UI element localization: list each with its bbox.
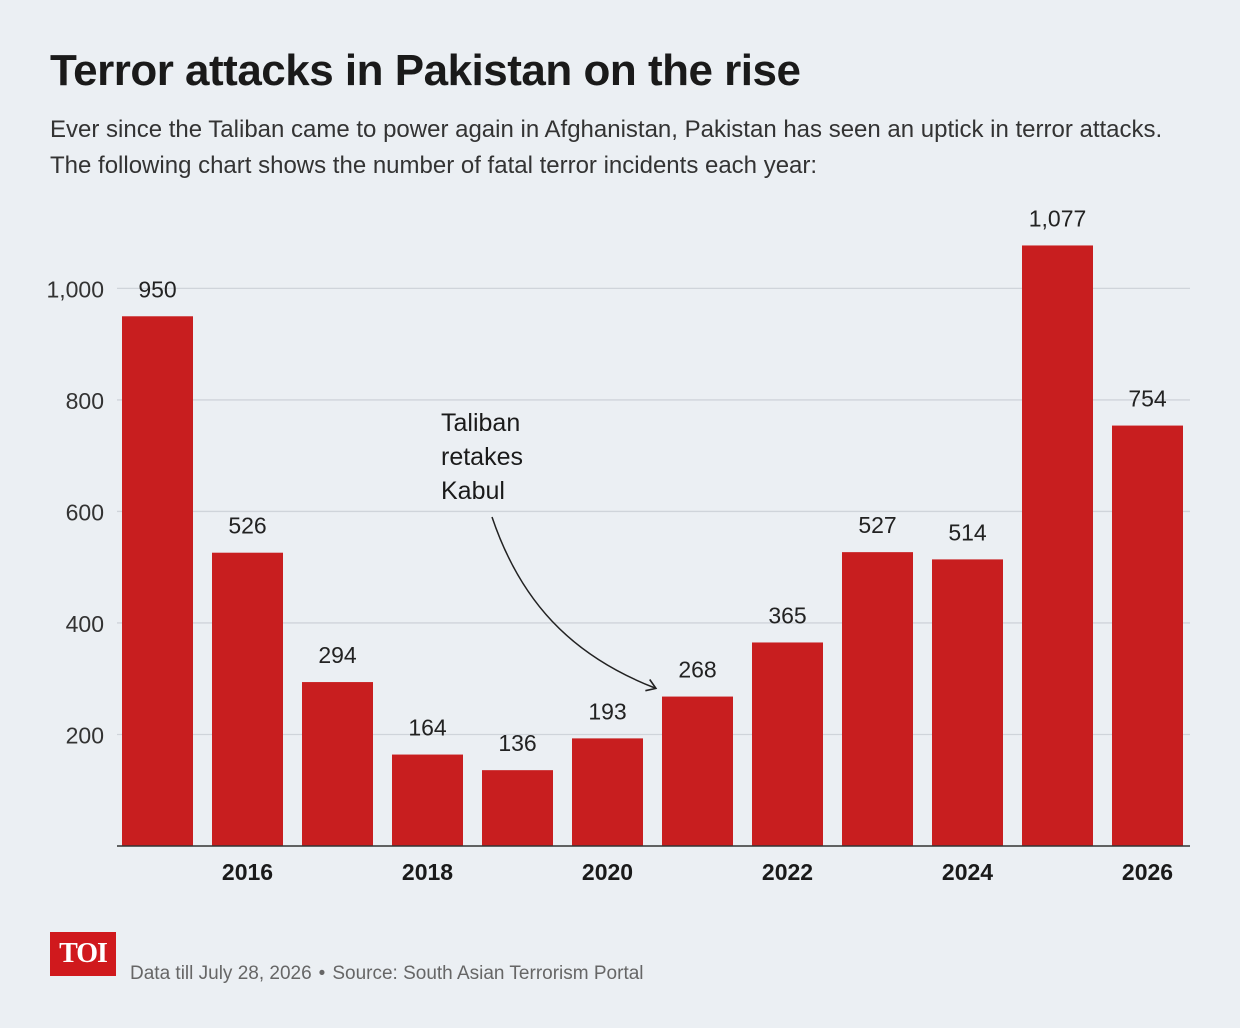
bar-2021 [662, 696, 733, 846]
x-tick-label: 2022 [762, 859, 813, 885]
bars [122, 245, 1183, 847]
value-label-2015: 950 [138, 276, 176, 302]
bar-2023 [842, 552, 913, 846]
value-label-2025: 1,077 [1029, 205, 1087, 231]
bar-2022 [752, 642, 823, 846]
x-tick-label: 2024 [942, 859, 993, 885]
source-note: Data till July 28, 2026 • Source: South As… [130, 964, 644, 984]
bar-2024 [932, 559, 1003, 846]
annotation-line: Kabul [441, 477, 505, 505]
value-label-2019: 136 [498, 730, 536, 756]
y-tick-label: 800 [66, 388, 104, 414]
chart-subtitle: Ever since the Taliban came to power aga… [50, 116, 1163, 179]
x-tick-label: 2026 [1122, 859, 1173, 885]
y-tick-label: 1,000 [46, 276, 104, 302]
value-label-2021: 268 [678, 657, 716, 683]
annotation-text: Taliban retakes Kabul [441, 409, 523, 505]
value-label-2026: 754 [1128, 386, 1167, 412]
value-labels: 950 526 294 164 136 193 268 365 527 514 1,077 754 [138, 205, 1167, 756]
bar-2026 [1112, 425, 1183, 846]
grid-lines [117, 287, 1190, 736]
y-tick-label: 600 [66, 499, 104, 525]
bar-2017 [302, 682, 373, 846]
separator: • [318, 963, 326, 984]
value-label-2023: 527 [858, 512, 896, 538]
annotation-line: retakes [441, 443, 523, 471]
x-tick-labels: 2016 2018 2020 2022 2024 2026 [222, 859, 1173, 885]
y-tick-labels: 200 400 600 800 1,000 [46, 276, 104, 748]
bar-2015 [122, 316, 193, 846]
bar-2025 [1022, 245, 1093, 847]
bar-2020 [572, 738, 643, 846]
y-tick-label: 200 [66, 722, 104, 748]
value-label-2024: 514 [948, 519, 987, 545]
footer: TOI Data till July 28, 2026 • Source: Sout… [50, 932, 644, 984]
value-label-2016: 526 [228, 513, 266, 539]
bar-2016 [212, 552, 283, 846]
x-tick-label: 2020 [582, 859, 633, 885]
bar-2018 [392, 754, 463, 846]
y-tick-label: 400 [66, 611, 104, 637]
toi-logo[interactable]: TOI [50, 932, 116, 976]
x-tick-label: 2018 [402, 859, 453, 885]
value-label-2018: 164 [408, 715, 447, 741]
chart-title: Terror attacks in Pakistan on the rise [50, 46, 801, 95]
data-note: Data till July 28, 2026 [130, 963, 312, 984]
bar-chart: 950 526 294 164 136 193 268 365 527 514 1,077 754 2… [46, 205, 1190, 885]
bar-2019 [482, 770, 553, 846]
value-label-2020: 193 [588, 698, 626, 724]
annotation-line: Taliban [441, 409, 520, 437]
value-label-2022: 365 [768, 602, 806, 628]
value-label-2017: 294 [318, 642, 357, 668]
annotation-arrow [491, 516, 658, 692]
x-tick-label: 2016 [222, 859, 273, 885]
source-text: Source: South Asian Terrorism Portal [332, 963, 644, 984]
annotation: Taliban retakes Kabul [441, 409, 658, 692]
